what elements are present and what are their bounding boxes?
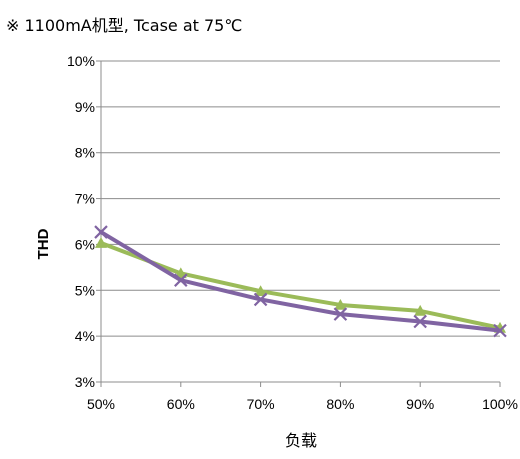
x-tick-label: 90% (406, 396, 434, 412)
y-tick-label: 5% (75, 282, 95, 298)
data-point (414, 304, 427, 316)
axes (96, 60, 501, 387)
series-2 (94, 225, 507, 338)
x-tick-label: 50% (87, 396, 115, 412)
y-tick-label: 10% (67, 53, 95, 69)
series-group (94, 225, 507, 338)
chart-title: ※ 1100mA机型, Tcase at 75℃ (6, 16, 243, 35)
data-point (174, 273, 188, 287)
data-point (253, 292, 268, 307)
y-tick-label: 7% (75, 191, 95, 207)
data-point (95, 237, 107, 248)
gridlines (101, 60, 500, 337)
x-axis-label: 负载 (285, 431, 317, 450)
series-line (99, 230, 502, 333)
x-tick-label: 70% (247, 396, 275, 412)
data-point (334, 298, 347, 310)
x-tick-label: 100% (482, 396, 518, 412)
y-axis-label: THD (35, 228, 52, 259)
y-tick-label: 3% (75, 374, 95, 390)
data-point (333, 307, 348, 321)
y-tick-label: 9% (75, 99, 95, 115)
x-tick-label: 60% (167, 396, 195, 412)
x-tick-labels: 50% 60% 70% 80% 90% 100% (87, 396, 518, 412)
data-point (493, 323, 507, 338)
data-point (413, 314, 427, 329)
y-tick-label: 4% (75, 328, 95, 344)
y-tick-labels: 3% 4% 5% 6% 7% 8% 9% 10% (67, 53, 95, 390)
data-point (254, 285, 267, 297)
y-tick-label: 8% (75, 145, 95, 161)
x-tick-label: 80% (326, 396, 354, 412)
data-point (174, 267, 187, 279)
series-1 (95, 237, 506, 333)
data-point (94, 225, 108, 239)
series-line (99, 241, 502, 330)
y-tick-label: 6% (75, 236, 95, 252)
